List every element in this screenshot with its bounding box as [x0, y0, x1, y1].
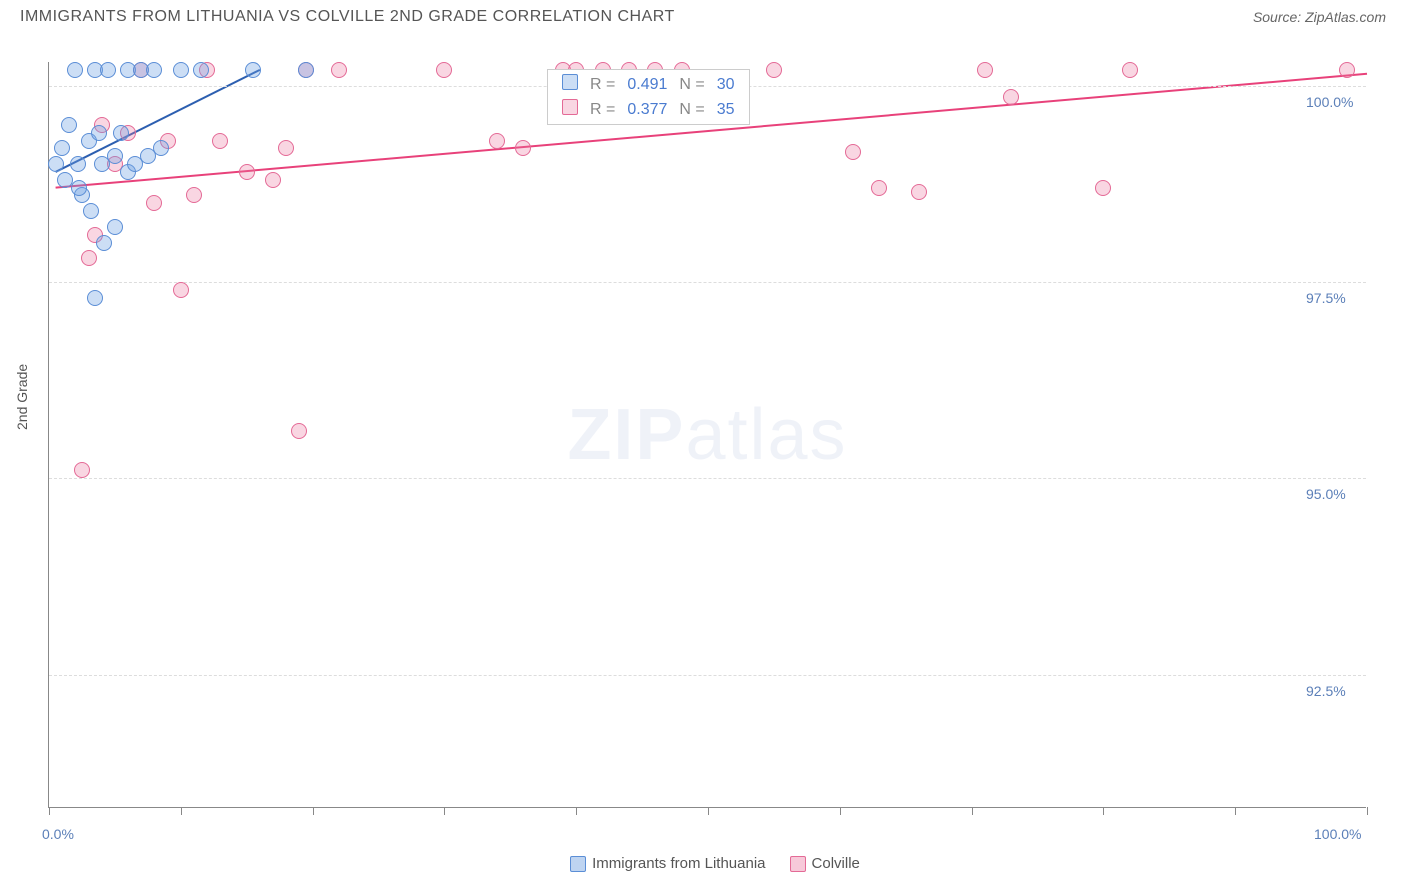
data-point — [70, 156, 86, 172]
stats-value: 35 — [711, 97, 741, 122]
stats-value: 0.491 — [621, 72, 673, 97]
data-point — [87, 290, 103, 306]
legend-label: Immigrants from Lithuania — [592, 855, 765, 872]
x-tick — [972, 807, 973, 815]
stats-value: R = — [584, 97, 621, 122]
bottom-legend: Immigrants from Lithuania Colville — [0, 855, 1406, 872]
data-point — [173, 282, 189, 298]
x-tick — [1235, 807, 1236, 815]
chart-header: IMMIGRANTS FROM LITHUANIA VS COLVILLE 2N… — [0, 0, 1406, 30]
data-point — [96, 235, 112, 251]
gridline — [49, 282, 1366, 283]
data-point — [57, 172, 73, 188]
data-point — [766, 62, 782, 78]
data-point — [54, 140, 70, 156]
legend-swatch — [562, 99, 578, 115]
data-point — [113, 125, 129, 141]
chart-plot-area: ZIPatlas R =0.491N =30R =0.377N =35 — [48, 62, 1366, 808]
stats-value: N = — [673, 72, 710, 97]
y-tick-label: 92.5% — [1306, 683, 1346, 699]
data-point — [107, 219, 123, 235]
y-tick-label: 100.0% — [1306, 94, 1353, 110]
x-tick — [708, 807, 709, 815]
stats-legend: R =0.491N =30R =0.377N =35 — [547, 69, 750, 125]
data-point — [48, 156, 64, 172]
x-tick — [49, 807, 50, 815]
data-point — [83, 203, 99, 219]
stats-value: N = — [673, 97, 710, 122]
gridline — [49, 478, 1366, 479]
stats-value: R = — [584, 72, 621, 97]
data-point — [212, 133, 228, 149]
data-point — [1003, 89, 1019, 105]
data-point — [298, 62, 314, 78]
data-point — [67, 62, 83, 78]
data-point — [71, 180, 87, 196]
stats-value: 30 — [711, 72, 741, 97]
data-point — [107, 148, 123, 164]
data-point — [146, 195, 162, 211]
data-point — [100, 62, 116, 78]
legend-swatch — [562, 74, 578, 90]
data-point — [193, 62, 209, 78]
data-point — [278, 140, 294, 156]
legend-label: Colville — [812, 855, 860, 872]
data-point — [1095, 180, 1111, 196]
data-point — [186, 187, 202, 203]
data-point — [61, 117, 77, 133]
data-point — [911, 184, 927, 200]
legend-swatch — [570, 856, 586, 872]
x-tick — [840, 807, 841, 815]
x-tick — [181, 807, 182, 815]
x-tick — [444, 807, 445, 815]
stats-legend-row: R =0.377N =35 — [556, 97, 741, 122]
data-point — [291, 423, 307, 439]
data-point — [515, 140, 531, 156]
x-tick — [1367, 807, 1368, 815]
data-point — [153, 140, 169, 156]
x-tick-label-min: 0.0% — [42, 826, 74, 842]
x-tick-label-max: 100.0% — [1314, 826, 1361, 842]
stats-value: 0.377 — [621, 97, 673, 122]
data-point — [489, 133, 505, 149]
x-tick — [313, 807, 314, 815]
data-point — [436, 62, 452, 78]
data-point — [331, 62, 347, 78]
data-point — [977, 62, 993, 78]
data-point — [871, 180, 887, 196]
data-point — [81, 250, 97, 266]
data-point — [1122, 62, 1138, 78]
source-attribution: Source: ZipAtlas.com — [1253, 9, 1386, 25]
data-point — [146, 62, 162, 78]
x-tick — [576, 807, 577, 815]
x-tick — [1103, 807, 1104, 815]
data-point — [1339, 62, 1355, 78]
chart-title: IMMIGRANTS FROM LITHUANIA VS COLVILLE 2N… — [20, 8, 675, 26]
gridline — [49, 675, 1366, 676]
y-tick-label: 95.0% — [1306, 486, 1346, 502]
data-point — [91, 125, 107, 141]
data-point — [239, 164, 255, 180]
data-point — [845, 144, 861, 160]
data-point — [265, 172, 281, 188]
y-tick-label: 97.5% — [1306, 290, 1346, 306]
y-axis-label: 2nd Grade — [14, 364, 30, 430]
data-point — [74, 462, 90, 478]
legend-swatch — [790, 856, 806, 872]
data-point — [245, 62, 261, 78]
stats-legend-row: R =0.491N =30 — [556, 72, 741, 97]
data-point — [173, 62, 189, 78]
